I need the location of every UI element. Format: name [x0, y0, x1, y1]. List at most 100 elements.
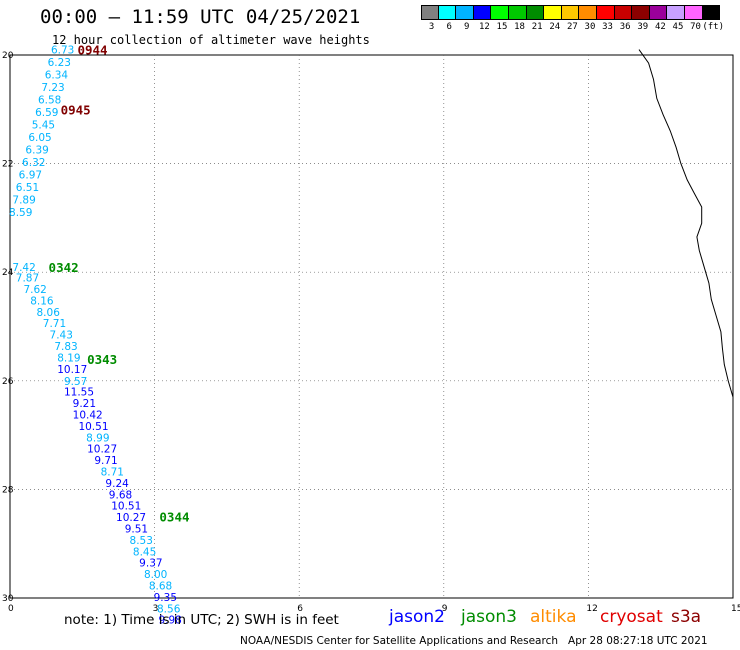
wave-height-value: 10.17: [57, 364, 87, 376]
wave-height-value: 8.68: [149, 581, 172, 593]
y-tick-label: 24: [2, 268, 14, 278]
x-tick-label: 9: [442, 604, 448, 614]
wave-height-value: 7.43: [50, 330, 73, 342]
wave-height-value: 6.51: [16, 182, 39, 194]
map-frame: [9, 54, 734, 599]
wave-height-value: 7.23: [41, 82, 64, 94]
wave-height-value: 9.51: [125, 523, 148, 535]
wave-height-value: 8.19: [57, 352, 80, 364]
color-scale-swatch: [491, 5, 509, 20]
footer-timestamp: Apr 28 08:27:18 UTC 2021: [568, 635, 708, 647]
color-scale-label: 15: [496, 22, 508, 32]
coastline: [638, 49, 734, 398]
x-tick-label: 6: [297, 604, 303, 614]
wave-height-value: 8.99: [86, 432, 109, 444]
wave-height-value: 7.62: [23, 284, 46, 296]
color-scale-swatch: [579, 5, 597, 20]
wave-height-value: 5.45: [32, 120, 55, 132]
wave-height-value: 10.27: [116, 512, 146, 524]
wave-height-value: 10.27: [87, 444, 117, 456]
color-scale-swatch: [702, 5, 721, 20]
wave-height-value: 6.73: [51, 45, 74, 57]
color-scale-swatch: [473, 5, 492, 20]
wave-height-value: 6.34: [45, 70, 69, 82]
wave-height-value: 6.39: [25, 144, 48, 156]
wave-height-value: 8.71: [101, 466, 124, 478]
wave-height-value: 9.35: [154, 592, 177, 604]
wave-height-value: 8.16: [30, 295, 54, 307]
wave-height-value: 10.51: [78, 421, 108, 433]
legend-altika: altika: [530, 607, 577, 627]
wave-height-value: 8.53: [130, 535, 153, 547]
legend-cryosat: cryosat: [600, 607, 663, 627]
color-scale-swatch: [438, 5, 457, 20]
color-scale-swatch: [632, 5, 650, 20]
legend-jason2: jason2: [389, 607, 445, 627]
color-scale-label: 6: [446, 22, 452, 32]
wave-height-value: 9.98: [158, 615, 181, 627]
wave-height-value: 7.87: [16, 273, 39, 285]
color-scale-labels: 3 6 9 12 15 18 21 24 27 30 33 36 39 42 45 70 (ft): [421, 22, 740, 34]
wave-height-value: 10.42: [73, 409, 103, 421]
map-subtitle: 12 hour collection of altimeter wave hei…: [52, 33, 370, 47]
y-tick-label: 30: [2, 594, 14, 604]
wave-height-value: 9.24: [105, 478, 129, 490]
color-scale-swatch: [649, 5, 668, 20]
wave-height-value: 8.00: [144, 569, 167, 581]
color-scale-swatch: [508, 5, 527, 20]
legend-s3a: s3a: [671, 607, 702, 627]
color-scale-swatch: [684, 5, 703, 20]
wave-height-value: 6.97: [19, 169, 42, 181]
wave-height-value: 6.05: [28, 132, 51, 144]
wave-height-value: 7.83: [54, 341, 77, 353]
color-scale-label: 18: [514, 22, 525, 32]
wave-height-value: 6.32: [22, 157, 45, 169]
x-tick-label: 0: [8, 604, 14, 614]
pass-time-label: 0944: [77, 43, 107, 58]
wave-height-value: 9.21: [73, 398, 96, 410]
color-scale-label: 39: [637, 22, 649, 32]
color-scale-label: 30: [584, 22, 596, 32]
x-tick-label: 3: [153, 604, 159, 614]
color-scale-label: 27: [566, 22, 578, 32]
pass-time-label: 0344: [159, 510, 189, 525]
wave-height-value: 7.89: [12, 194, 35, 206]
color-scale-label: 70: [690, 22, 701, 32]
color-scale-swatch: [614, 5, 633, 20]
y-tick-label: 26: [2, 377, 14, 387]
color-scale-label: 36: [619, 22, 631, 32]
wave-height-value: 11.55: [64, 387, 94, 399]
color-scale-label: 12: [478, 22, 490, 32]
x-tick-label: 15: [731, 604, 740, 614]
y-tick-label: 22: [2, 160, 13, 170]
wave-height-value: 8.06: [37, 307, 61, 319]
wave-height-value: 9.57: [64, 376, 87, 388]
y-tick-label: 28: [2, 485, 14, 495]
color-scale-label: 24: [549, 22, 561, 32]
color-scale-swatch: [526, 5, 545, 20]
wave-height-value: 7.71: [43, 318, 66, 330]
color-scale-swatch: [596, 5, 615, 20]
wave-height-value: 10.51: [111, 501, 141, 513]
color-scale-label: 33: [602, 22, 613, 32]
wave-height-value: 6.59: [35, 107, 58, 119]
wave-height-value: 9.68: [109, 489, 132, 501]
x-tick-label: 12: [586, 604, 597, 614]
wave-height-value: 6.58: [38, 95, 61, 107]
wave-height-value: 9.37: [139, 558, 162, 570]
pass-time-label: 0343: [87, 352, 117, 367]
pass-time-label: 0342: [49, 260, 79, 275]
wave-height-value: 8.45: [133, 546, 156, 558]
wave-height-value: 8.56: [157, 603, 181, 615]
color-scale-label: 21: [531, 22, 543, 32]
footer-organization: NOAA/NESDIS Center for Satellite Applica…: [240, 635, 558, 647]
legend-jason3: jason3: [461, 607, 517, 627]
color-scale-label: 9: [464, 22, 470, 32]
color-scale-swatch: [456, 5, 474, 20]
wave-height-value: 7.42: [12, 262, 35, 274]
color-scale-label: 42: [654, 22, 666, 32]
pass-time-label: 0945: [61, 102, 91, 117]
wave-height-value: 8.59: [9, 207, 32, 219]
wave-height-value: 9.71: [94, 455, 117, 467]
